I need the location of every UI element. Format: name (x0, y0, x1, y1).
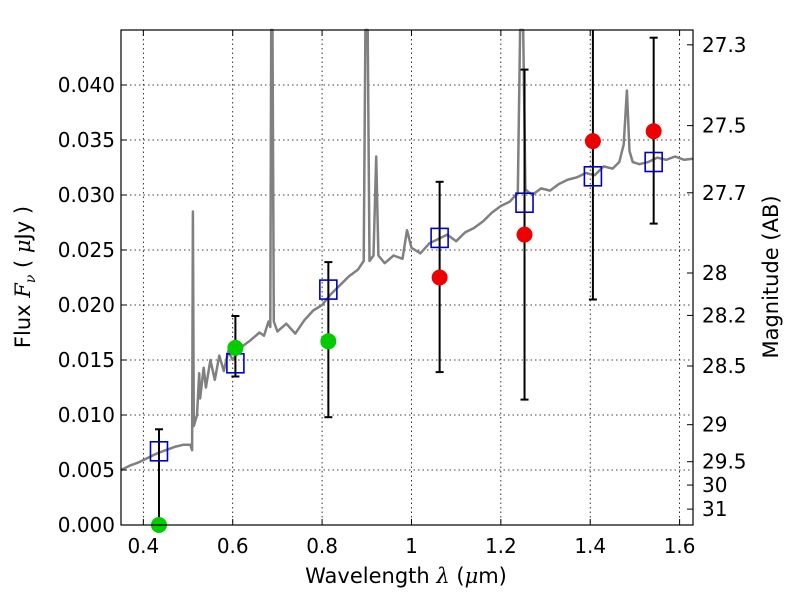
magnitude-tick-label: 28.5 (702, 354, 747, 378)
y-tick-label: 0.005 (58, 458, 115, 482)
error-bars-layer (154, 30, 658, 525)
magnitude-axis-label: Magnitude (AB) (759, 195, 783, 358)
y-tick-label: 0.000 (58, 513, 115, 537)
x-tick-label: 1.4 (574, 534, 606, 558)
x-tick-label: 1 (405, 534, 418, 558)
y-tick-label: 0.030 (58, 183, 115, 207)
y-axis-label: Flux Fν ( μJy ) (11, 206, 39, 348)
magnitude-tick-label: 29.5 (702, 450, 747, 474)
y-tick-label: 0.035 (58, 128, 115, 152)
markers-layer (149, 123, 663, 533)
model-band-square-marker (644, 151, 663, 173)
magnitude-tick-label: 27.5 (702, 114, 747, 138)
observed-flux-point (227, 339, 244, 356)
observed-flux-point (320, 333, 337, 350)
model-band-square-marker (430, 227, 449, 249)
x-tick-label: 1.2 (485, 534, 517, 558)
y-tick-label: 0.040 (58, 73, 115, 97)
plot-frame (120, 29, 694, 526)
grid-lines (121, 30, 693, 526)
model-band-square-marker (149, 440, 169, 462)
y-tick-label: 0.010 (58, 403, 115, 427)
x-tick-label: 0.6 (217, 534, 249, 558)
observed-flux-point (516, 226, 533, 243)
axis-ticks: 0.4 0.6 0.8 1 1.2 1.4 1.6 0.000 0.005 0.010 0.015 0… (58, 30, 747, 558)
x-tick-label: 0.8 (306, 534, 338, 558)
magnitude-tick-label: 31 (702, 497, 727, 521)
x-axis-label: Wavelength λ (μm) (305, 564, 507, 588)
model-band-square-marker (515, 192, 534, 213)
y-tick-label: 0.020 (58, 293, 115, 317)
model-band-square-marker (319, 279, 338, 300)
magnitude-tick-label: 28 (702, 261, 727, 285)
x-tick-label: 1.6 (664, 534, 696, 558)
magnitude-tick-label: 27.3 (702, 33, 747, 57)
magnitude-tick-label: 29 (702, 413, 727, 437)
x-tick-label: 0.4 (127, 534, 159, 558)
model-spectrum-line (120, 28, 694, 472)
observed-flux-point (584, 133, 601, 150)
observed-flux-point (645, 123, 662, 140)
y-tick-label: 0.015 (58, 348, 115, 372)
magnitude-tick-label: 28.2 (702, 303, 747, 327)
y-tick-label: 0.025 (58, 238, 115, 262)
model-spectrum-layer (120, 28, 694, 472)
magnitude-tick-label: 30 (702, 473, 727, 497)
magnitude-tick-label: 27.7 (702, 181, 747, 205)
observed-flux-point (431, 269, 448, 286)
model-band-square-marker (583, 166, 603, 187)
